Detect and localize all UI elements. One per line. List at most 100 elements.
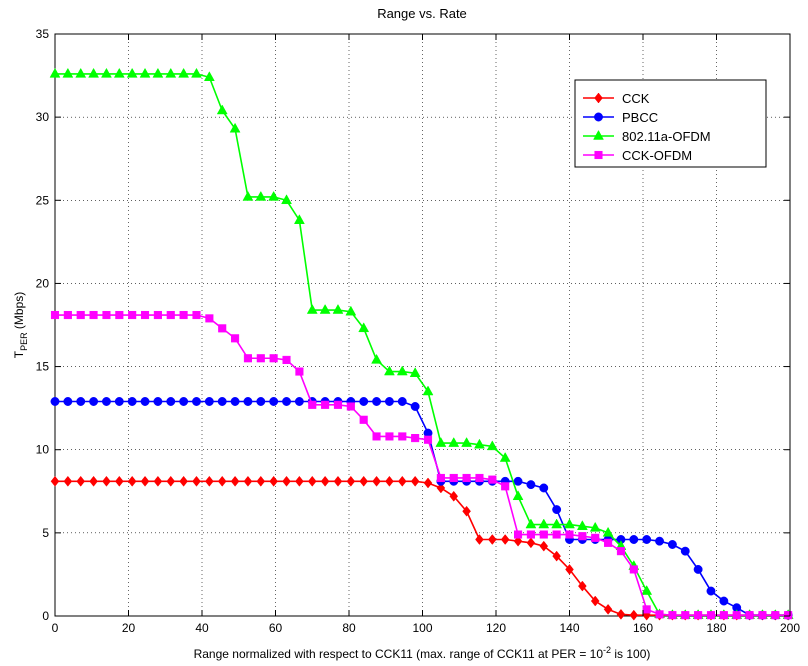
data-point — [63, 475, 73, 487]
data-point — [50, 397, 60, 406]
y-tick-label: 30 — [36, 110, 50, 124]
data-point — [578, 532, 587, 541]
y-tick-label: 25 — [36, 193, 50, 207]
data-point — [332, 304, 344, 314]
legend-swatch-marker — [594, 150, 603, 160]
data-point — [436, 482, 446, 494]
data-point — [384, 397, 394, 406]
x-tick-label: 140 — [559, 621, 579, 635]
data-point — [410, 475, 420, 487]
data-point — [448, 437, 460, 447]
data-point — [127, 475, 137, 487]
data-point — [308, 400, 317, 409]
data-point — [514, 530, 523, 539]
data-point — [114, 475, 124, 487]
data-point — [758, 611, 767, 620]
legend-entry: CCK-OFDM — [622, 148, 692, 163]
data-point — [462, 505, 471, 517]
x-tick-label: 200 — [780, 621, 800, 635]
data-point — [346, 475, 356, 487]
data-point — [75, 67, 87, 78]
data-point — [552, 530, 561, 539]
data-point — [102, 310, 111, 320]
data-point — [384, 365, 395, 376]
data-point — [102, 397, 111, 406]
data-point — [589, 521, 601, 532]
data-point — [89, 475, 98, 487]
data-point — [113, 67, 125, 78]
data-point — [655, 536, 664, 546]
data-point — [333, 475, 343, 487]
data-point — [63, 397, 73, 406]
data-point — [423, 435, 433, 444]
data-point — [204, 397, 214, 406]
x-tick-label: 20 — [122, 621, 136, 635]
data-point — [784, 611, 793, 620]
data-point — [539, 540, 549, 552]
y-tick-label: 20 — [36, 276, 50, 290]
data-point — [604, 538, 613, 547]
data-point — [706, 586, 716, 596]
data-point — [488, 534, 497, 545]
data-point — [475, 534, 484, 545]
data-point — [501, 482, 510, 491]
data-point — [88, 67, 100, 78]
data-point — [178, 67, 190, 78]
y-tick-label: 15 — [36, 360, 50, 374]
data-point — [63, 310, 72, 320]
data-point — [449, 473, 458, 483]
x-axis-label-main: Range normalized with respect to CCK11 (… — [194, 647, 604, 661]
data-point — [282, 475, 291, 487]
data-point — [397, 475, 407, 487]
data-point — [602, 526, 614, 537]
data-point — [295, 475, 304, 487]
data-point — [179, 475, 188, 487]
data-point — [512, 490, 524, 501]
data-point — [49, 67, 61, 78]
data-point — [461, 437, 473, 447]
data-point — [576, 520, 588, 530]
data-point — [115, 310, 124, 320]
data-point — [179, 310, 188, 320]
data-point — [578, 580, 587, 592]
data-point — [205, 314, 214, 323]
data-point — [732, 611, 741, 620]
data-point — [372, 475, 381, 487]
data-point — [89, 310, 98, 320]
data-point — [346, 402, 355, 411]
data-point — [539, 530, 548, 539]
data-point — [590, 595, 600, 607]
x-axis-label: Range normalized with respect to CCK11 (… — [194, 645, 651, 661]
data-point — [616, 547, 626, 556]
data-point — [282, 355, 291, 364]
data-point — [488, 475, 497, 484]
data-point — [152, 67, 164, 78]
data-point — [422, 385, 434, 396]
data-point — [719, 596, 729, 606]
data-point — [269, 397, 279, 406]
data-point — [153, 397, 163, 406]
data-point — [681, 611, 690, 620]
data-point — [475, 473, 484, 483]
data-point — [268, 190, 280, 201]
data-point — [166, 310, 175, 320]
data-point — [153, 475, 163, 487]
data-point — [102, 475, 111, 487]
data-point — [565, 564, 574, 575]
data-point — [179, 397, 189, 406]
data-point — [385, 432, 394, 441]
data-point — [205, 475, 214, 487]
data-point — [371, 353, 382, 364]
data-point — [694, 611, 703, 620]
data-point — [565, 530, 574, 539]
data-point — [306, 304, 318, 314]
y-tick-label: 0 — [42, 609, 49, 623]
data-point — [256, 354, 265, 363]
data-point — [166, 397, 176, 406]
legend-entry: PBCC — [622, 110, 658, 125]
data-point — [667, 540, 677, 549]
data-point — [50, 475, 60, 487]
data-point — [423, 477, 433, 489]
x-tick-label: 100 — [412, 621, 432, 635]
data-point — [526, 537, 536, 549]
